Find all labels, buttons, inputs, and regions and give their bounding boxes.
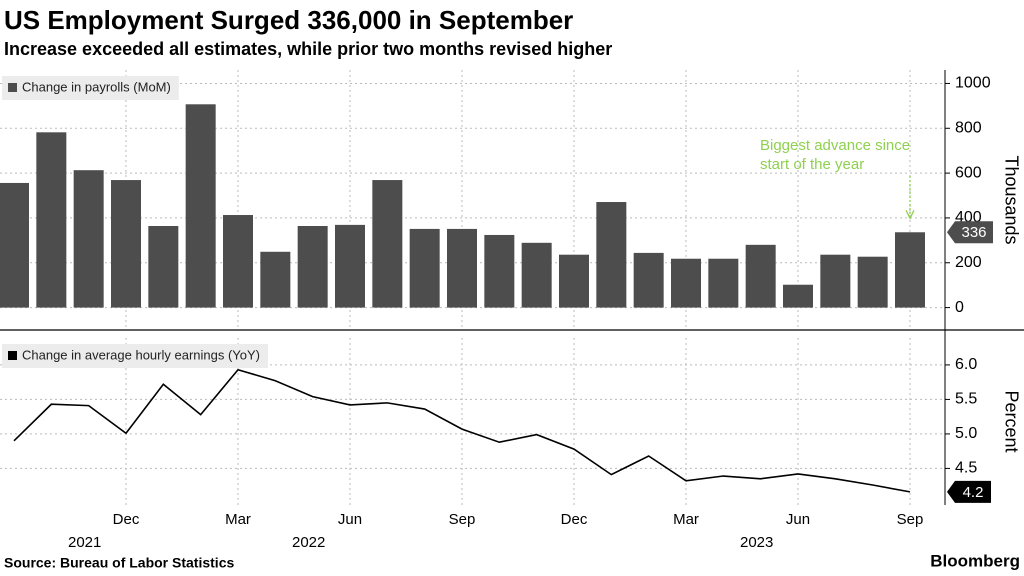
y-tick-label: 0 <box>955 299 964 316</box>
y-tick-label: 600 <box>955 164 982 181</box>
year-label: 2023 <box>740 534 773 551</box>
y-axis-label: Percent <box>1001 390 1021 452</box>
legend: Change in average hourly earnings (YoY) <box>2 344 269 368</box>
bar <box>895 232 925 308</box>
bar <box>857 256 888 308</box>
bar <box>633 252 664 308</box>
bar <box>73 170 104 308</box>
bar <box>745 244 776 308</box>
value-label: 336 <box>961 224 986 241</box>
source: Source: Bureau of Labor Statistics <box>4 555 234 571</box>
y-tick-label: 1000 <box>955 75 991 92</box>
brand: Bloomberg <box>930 551 1020 570</box>
legend-swatch <box>8 351 17 360</box>
x-tick-label: Dec <box>113 511 140 528</box>
legend-box <box>2 76 179 100</box>
x-tick-label: Mar <box>225 511 251 528</box>
y-axis-label: Thousands <box>1001 155 1021 244</box>
legend-swatch <box>8 83 17 92</box>
bar <box>521 242 552 308</box>
line <box>13 368 911 493</box>
year-label: 2021 <box>68 534 101 551</box>
value-label: 4.2 <box>963 484 984 501</box>
y-tick-label: 5.0 <box>955 425 977 442</box>
bar <box>447 228 477 308</box>
bar <box>409 228 440 308</box>
legend-box <box>2 344 269 368</box>
x-tick-label: Mar <box>673 511 699 528</box>
bar <box>671 258 701 308</box>
bar <box>783 284 813 308</box>
bar <box>111 180 141 308</box>
legend-label: Change in payrolls (MoM) <box>22 79 171 94</box>
year-label: 2022 <box>292 534 325 551</box>
bar <box>820 254 851 308</box>
x-tick-label: Dec <box>561 511 588 528</box>
annotation: Biggest advance since <box>760 137 910 154</box>
bar <box>297 226 328 308</box>
bar <box>260 251 291 308</box>
y-tick-label: 800 <box>955 119 982 136</box>
bar <box>559 254 589 308</box>
bar <box>335 224 365 308</box>
y-tick-label: 200 <box>955 254 982 271</box>
y-tick-label: 6.0 <box>955 356 977 373</box>
bar <box>0 182 29 308</box>
bar <box>36 132 67 308</box>
y-tick-label: 5.5 <box>955 391 977 408</box>
x-tick-label: Jun <box>338 511 362 528</box>
y-tick-label: 4.5 <box>955 460 977 477</box>
value-label-box <box>947 480 991 503</box>
legend: Change in payrolls (MoM) <box>2 76 179 100</box>
x-tick-label: Sep <box>449 511 476 528</box>
bar <box>484 234 515 308</box>
x-tick-label: Sep <box>897 511 924 528</box>
annotation-arrowhead <box>905 209 915 220</box>
value-label-box <box>947 221 993 244</box>
x-tick-label: Jun <box>786 511 810 528</box>
chart-subtitle: Increase exceeded all estimates, while p… <box>4 39 612 59</box>
chart-title: US Employment Surged 336,000 in Septembe… <box>4 5 573 35</box>
bar <box>185 104 216 308</box>
bar <box>372 180 403 308</box>
legend-label: Change in average hourly earnings (YoY) <box>22 347 260 362</box>
bar <box>148 226 179 308</box>
bar <box>708 258 739 308</box>
bar <box>596 202 627 308</box>
bar <box>223 215 253 308</box>
annotation: start of the year <box>760 156 864 173</box>
